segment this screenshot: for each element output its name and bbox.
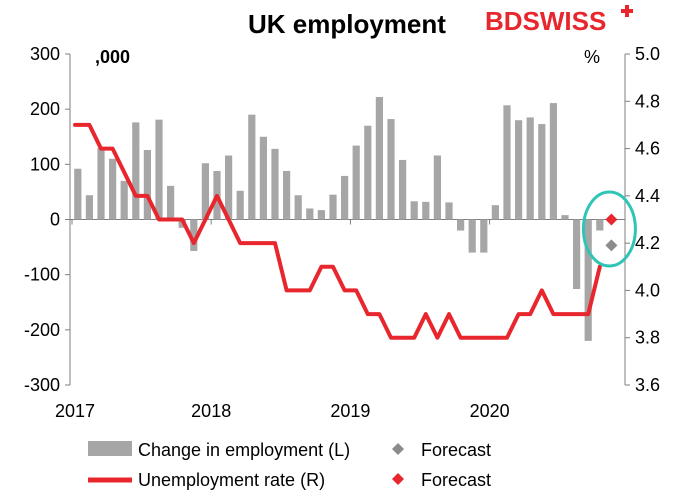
unemployment-line [73,122,602,340]
employment-bar [468,219,476,253]
employment-bar [503,105,511,220]
employment-bar [85,195,93,220]
logo-cross-icon [621,5,633,17]
legend-bar-label: Change in employment (L) [138,440,350,460]
employment-bar [155,119,163,220]
legend-forecast-red-label: Forecast [421,470,491,490]
employment-bar [422,201,430,220]
employment-bar [329,194,337,220]
employment-bar [143,149,151,220]
employment-bar [573,219,581,290]
employment-bar [387,119,395,220]
employment-bar [584,219,592,341]
employment-bar [596,219,604,231]
employment-bar [410,201,418,220]
employment-bar [538,124,546,220]
legend-line-label: Unemployment rate (R) [138,470,325,490]
employment-bar [317,210,325,220]
employment-bar [167,185,175,220]
employment-bar [97,147,105,220]
logo-text: BDSWISS [485,6,606,36]
right-tick-label: 5.0 [635,44,660,64]
employment-bar [364,125,372,220]
right-tick-label: 3.6 [635,375,660,395]
employment-bar [526,117,534,220]
employment-bar [271,148,279,220]
employment-bar [433,155,441,220]
unemployment-rate-line [73,122,602,340]
employment-bar [109,158,117,220]
left-tick-label: 100 [30,154,60,174]
employment-bar [132,122,140,220]
unemployment-forecast-marker [605,213,618,226]
employment-bar [399,159,407,220]
legend-diamond-red-icon [392,473,404,485]
employment-bar [190,219,198,251]
employment-bar [120,180,128,220]
employment-bar [294,195,302,220]
employment-bar [375,97,383,220]
employment-bar [352,145,360,220]
employment-bar [549,103,557,220]
forecast-highlight-ellipse [581,190,637,268]
employment-forecast-marker [605,239,618,252]
left-tick-label: 300 [30,44,60,64]
legend-forecast-gray-label: Forecast [421,440,491,460]
left-tick-label: 0 [50,210,60,230]
right-tick-label: 4.2 [635,233,660,253]
right-tick-label: 4.8 [635,91,660,111]
left-tick-label: 200 [30,99,60,119]
forecast-highlight [581,190,637,268]
employment-bar [445,202,453,220]
forecast-marks [605,213,618,252]
bars [74,97,604,341]
left-tick-label: -300 [24,375,60,395]
employment-bar [225,155,233,220]
right-tick-label: 3.8 [635,328,660,348]
right-unit-label: % [584,47,600,67]
legend: Change in employment (L) Forecast Unempl… [88,440,491,490]
employment-bar [259,136,267,220]
employment-bar [74,168,82,220]
right-tick-label: 4.4 [635,186,660,206]
employment-bar [515,120,523,220]
employment-bar [306,208,314,220]
x-tick-label: 2018 [191,401,231,421]
employment-bar [283,170,291,220]
left-unit-label: ,000 [95,47,130,67]
x-tick-label: 2020 [470,401,510,421]
bdswiss-logo: BDSWISS [485,5,633,36]
legend-diamond-gray-icon [392,443,404,455]
employment-bar [491,205,499,220]
x-tick-label: 2017 [55,401,95,421]
employment-bar [561,215,569,220]
employment-bar [341,175,349,220]
employment-bar [201,163,209,220]
chart-title: UK employment [248,9,446,39]
left-tick-label: -100 [24,265,60,285]
right-tick-label: 4.0 [635,280,660,300]
employment-bar [457,219,465,231]
axes: 300 200 100 0 -100 -200 -300 5.0 4.8 4.6 4.4 4.2 4.0… [24,44,660,421]
right-tick-label: 4.6 [635,139,660,159]
employment-bar [236,190,244,220]
employment-bar [480,219,488,253]
x-tick-label: 2019 [330,401,370,421]
employment-bar [248,114,256,220]
legend-bar-swatch [88,441,132,456]
left-tick-label: -200 [24,320,60,340]
